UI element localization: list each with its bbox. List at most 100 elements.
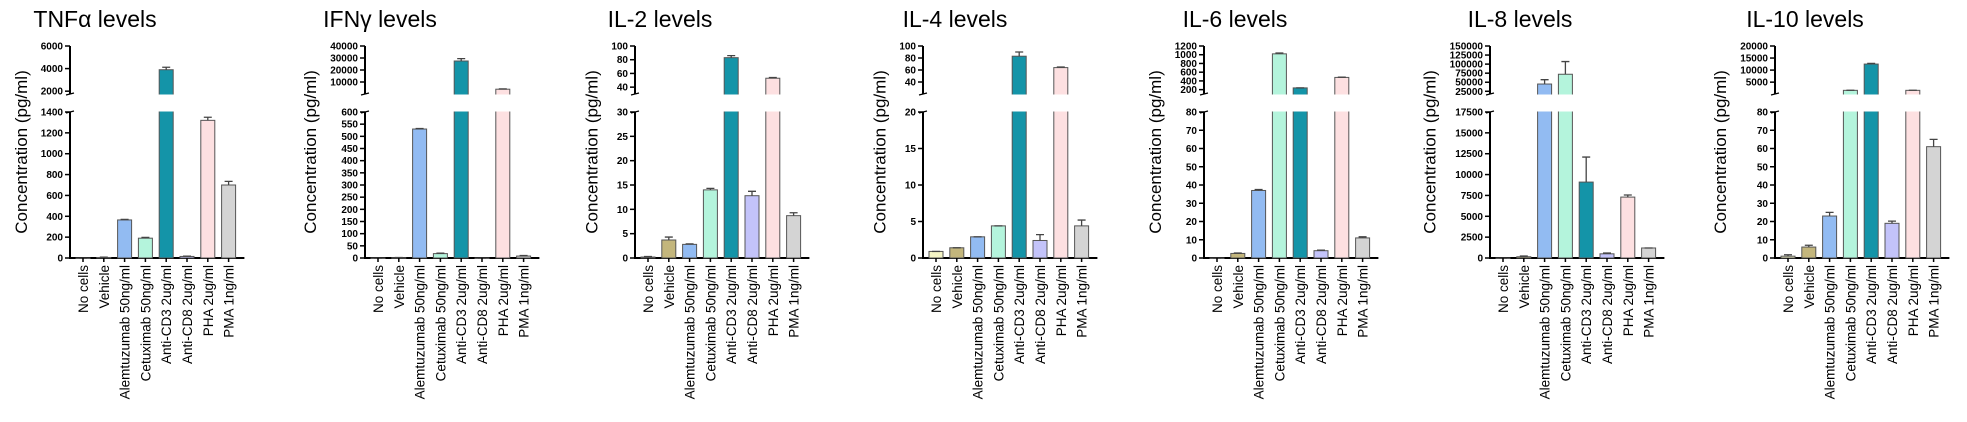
bar-break-gap: [1537, 95, 1553, 112]
y-tick-label: 25: [617, 132, 629, 143]
y-tick-label: 500: [341, 132, 358, 143]
bar: [517, 256, 531, 258]
error-bar: [769, 78, 777, 79]
y-tick-label: 30: [617, 108, 629, 119]
y-tick-label: 40000: [330, 42, 358, 53]
y-tick-label: 1000: [41, 149, 64, 160]
y-tick-label: 10000: [330, 78, 358, 89]
chart-panel: IL-10 levels0102030405060708050001000015…: [1711, 6, 1949, 399]
y-tick-label: 20: [1186, 217, 1198, 228]
bar-break-gap: [723, 95, 739, 112]
chart-title: IL-8 levels: [1468, 6, 1573, 32]
y-tick-label: 15: [905, 144, 917, 155]
axis-break-mark: [1486, 93, 1494, 113]
x-tick-label: Vehicle: [97, 265, 112, 309]
y-axis-label: Concentration (pg/ml): [1711, 70, 1730, 233]
y-tick-label: 15: [617, 181, 629, 192]
error-bar: [1057, 67, 1065, 68]
y-tick-label: 30000: [330, 54, 358, 65]
x-tick-label: Cetuximab 50ng/ml: [1272, 265, 1287, 381]
bar: [950, 248, 964, 258]
x-tick-label: Vehicle: [1802, 265, 1817, 309]
x-tick-label: Anti-CD3 2ug/ml: [1012, 265, 1027, 364]
x-tick-label: Alemtuzumab 50ng/ml: [118, 265, 133, 399]
bar-break-gap: [1557, 95, 1573, 112]
x-tick-label: No cells: [1210, 265, 1225, 313]
x-tick-label: No cells: [1496, 265, 1511, 313]
error-bar: [1541, 80, 1549, 84]
x-tick-label: Anti-CD8 2ug/ml: [1033, 265, 1048, 364]
y-tick-label: 80: [617, 55, 629, 66]
y-tick-label: 60: [1186, 144, 1198, 155]
y-tick-label: 50: [347, 241, 359, 252]
bar: [1642, 248, 1656, 258]
x-tick-label: PMA 1ng/ml: [787, 265, 802, 338]
x-tick-label: Vehicle: [1517, 265, 1532, 309]
chart-panel: IL-6 levels01020304050607080200400600800…: [1146, 6, 1379, 399]
x-tick-label: PHA 2ug/ml: [1335, 265, 1350, 336]
bar: [787, 216, 801, 258]
bar: [1781, 256, 1795, 258]
y-tick-label: 0: [1191, 254, 1197, 265]
y-tick-label: 0: [352, 254, 358, 265]
y-tick-label: 100: [899, 42, 916, 53]
x-tick-label: Alemtuzumab 50ng/ml: [1823, 265, 1838, 399]
x-tick-label: No cells: [929, 265, 944, 313]
bar: [745, 196, 759, 258]
x-tick-label: PHA 2ug/ml: [201, 265, 216, 336]
x-tick-label: PHA 2ug/ml: [1054, 265, 1069, 336]
error-bar: [1015, 52, 1023, 56]
y-tick-label: 2500: [1461, 233, 1484, 244]
y-tick-label: 40: [1186, 181, 1198, 192]
y-tick-label: 80: [1186, 108, 1198, 119]
y-tick-label: 60: [1757, 144, 1769, 155]
y-tick-label: 10: [1757, 235, 1769, 246]
error-bar: [1826, 212, 1834, 216]
x-tick-label: Anti-CD8 2ug/ml: [1314, 265, 1329, 364]
error-bar: [1036, 235, 1044, 241]
x-tick-label: Anti-CD3 2ug/ml: [159, 265, 174, 364]
y-tick-label: 6000: [41, 42, 64, 53]
y-tick-label: 10: [905, 181, 917, 192]
y-tick-label: 20: [617, 156, 629, 167]
y-tick-label: 150000: [1450, 42, 1484, 53]
x-tick-label: Anti-CD3 2ug/ml: [1579, 265, 1594, 364]
bar: [1906, 90, 1920, 258]
bar: [662, 240, 676, 258]
x-tick-label: PHA 2ug/ml: [1621, 265, 1636, 336]
y-axis-label: Concentration (pg/ml): [870, 70, 889, 233]
bar: [433, 254, 447, 258]
bar-break-gap: [495, 95, 511, 112]
error-bar: [748, 191, 756, 195]
chart-title: IL-10 levels: [1746, 6, 1864, 32]
bar-break-gap: [158, 95, 174, 112]
y-tick-label: 250: [341, 193, 358, 204]
bar: [1843, 90, 1857, 258]
y-tick-label: 100: [341, 229, 358, 240]
x-tick-label: No cells: [1781, 265, 1796, 313]
x-tick-label: PMA 1ng/ml: [222, 265, 237, 338]
bar: [413, 129, 427, 258]
bar: [1517, 257, 1531, 258]
y-tick-label: 40: [1757, 181, 1769, 192]
x-tick-label: Cetuximab 50ng/ml: [138, 265, 153, 381]
x-tick-label: Alemtuzumab 50ng/ml: [413, 265, 428, 399]
bar: [1600, 254, 1614, 258]
y-tick-label: 7500: [1461, 191, 1484, 202]
bar: [991, 226, 1005, 258]
bar: [1033, 240, 1047, 258]
x-tick-label: Anti-CD8 2ug/ml: [475, 265, 490, 364]
x-tick-label: No cells: [76, 265, 91, 313]
x-tick-label: PMA 1ng/ml: [1075, 265, 1090, 338]
y-tick-label: 10000: [1740, 66, 1768, 77]
y-tick-label: 30: [1186, 199, 1198, 210]
y-axis-label: Concentration (pg/ml): [301, 70, 320, 233]
x-tick-label: Cetuximab 50ng/ml: [1843, 265, 1858, 381]
chart-panel: IL-2 levels051015202530406080100Concentr…: [582, 6, 809, 399]
x-tick-label: Anti-CD8 2ug/ml: [745, 265, 760, 364]
x-tick-label: Cetuximab 50ng/ml: [1558, 265, 1573, 381]
bar: [1293, 88, 1307, 258]
axis-break-mark: [631, 93, 639, 113]
bar: [1075, 226, 1089, 258]
bar: [724, 58, 738, 258]
